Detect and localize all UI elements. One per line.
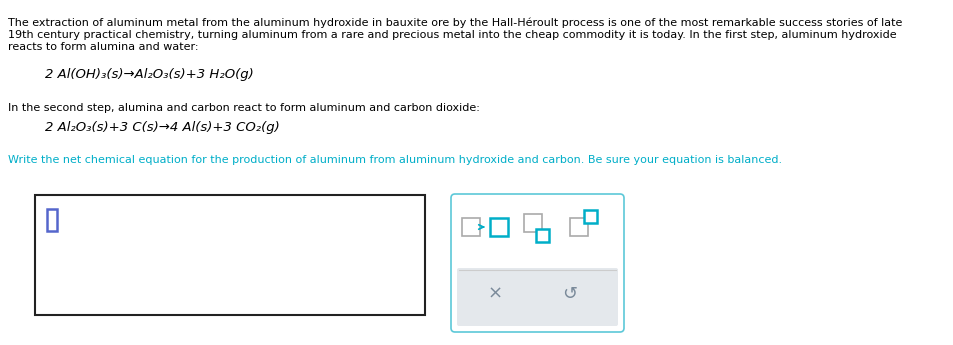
Text: The extraction of aluminum metal from the aluminum hydroxide in bauxite ore by t: The extraction of aluminum metal from th…	[8, 18, 902, 29]
Text: 2 Al(OH)₃(s)→Al₂O₃(s)+3 H₂O(g): 2 Al(OH)₃(s)→Al₂O₃(s)+3 H₂O(g)	[45, 68, 253, 81]
Text: In the second step, alumina and carbon react to form aluminum and carbon dioxide: In the second step, alumina and carbon r…	[8, 103, 479, 113]
Bar	[461, 218, 479, 236]
FancyBboxPatch shape	[456, 268, 618, 326]
Bar	[35, 195, 424, 315]
Text: ↺: ↺	[562, 285, 577, 303]
Bar	[47, 209, 57, 231]
Text: ×: ×	[487, 285, 502, 303]
Bar	[490, 218, 507, 236]
FancyBboxPatch shape	[451, 194, 623, 332]
Text: reacts to form alumina and water:: reacts to form alumina and water:	[8, 42, 198, 52]
Bar	[569, 218, 587, 236]
Bar	[523, 214, 541, 232]
Bar	[583, 210, 597, 223]
Text: Write the net chemical equation for the production of aluminum from aluminum hyd: Write the net chemical equation for the …	[8, 155, 781, 165]
Text: 19th century practical chemistry, turning aluminum from a rare and precious meta: 19th century practical chemistry, turnin…	[8, 30, 896, 40]
Bar	[536, 229, 548, 242]
Text: 2 Al₂O₃(s)+3 C(s)→4 Al(s)+3 CO₂(g): 2 Al₂O₃(s)+3 C(s)→4 Al(s)+3 CO₂(g)	[45, 121, 279, 134]
